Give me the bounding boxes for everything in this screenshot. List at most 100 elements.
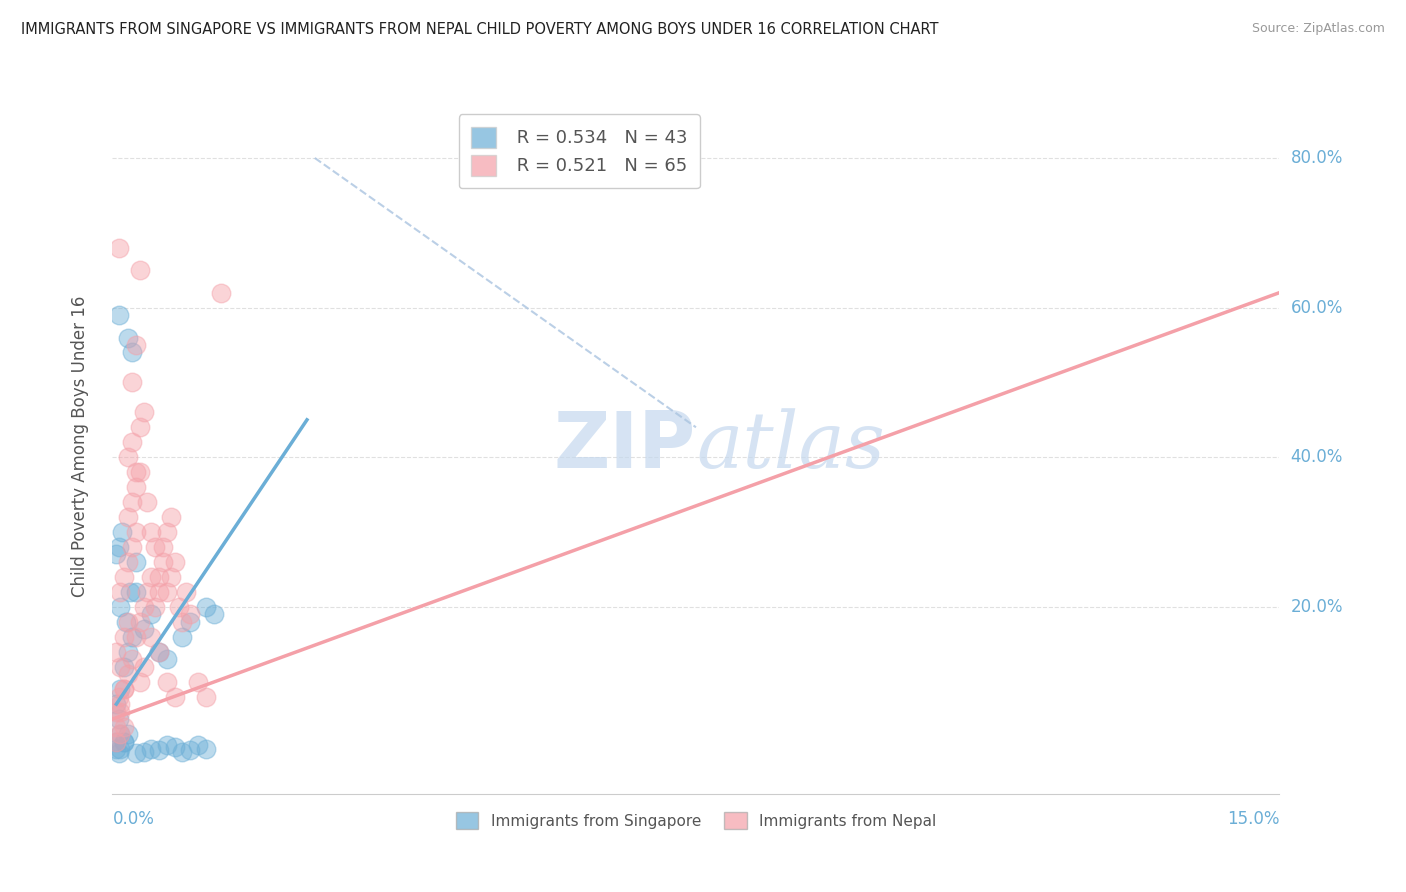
Point (209, 285, 232, 300)
Point (136, 495, 159, 509)
Point (132, 405, 155, 419)
Point (117, 450, 139, 465)
Point (156, 524, 179, 539)
Y-axis label: Child Poverty Among Boys Under 16: Child Poverty Among Boys Under 16 (70, 295, 89, 597)
Point (172, 615, 194, 629)
Point (121, 435, 143, 450)
Point (115, 615, 138, 629)
Point (110, 659, 132, 673)
Point (179, 607, 201, 622)
Text: 80.0%: 80.0% (1291, 149, 1343, 167)
Point (121, 495, 143, 509)
Point (156, 738, 179, 752)
Point (121, 652, 143, 666)
Point (112, 630, 135, 644)
Point (110, 727, 132, 741)
Point (141, 524, 163, 539)
Point (117, 555, 139, 569)
Point (132, 745, 155, 759)
Point (125, 465, 148, 479)
Point (125, 630, 148, 644)
Point (110, 727, 132, 741)
Text: 15.0%: 15.0% (1227, 811, 1279, 829)
Point (105, 548, 128, 562)
Point (194, 599, 217, 614)
Point (105, 720, 128, 734)
Point (136, 585, 159, 599)
Point (112, 734, 135, 748)
Point (105, 645, 128, 659)
Point (187, 738, 209, 752)
Point (117, 667, 139, 681)
Point (110, 742, 132, 756)
Point (202, 607, 225, 622)
Point (163, 690, 186, 704)
Point (105, 742, 128, 756)
Point (148, 645, 170, 659)
Point (117, 727, 139, 741)
Point (160, 570, 183, 584)
Text: atlas: atlas (696, 408, 884, 484)
Point (117, 615, 139, 629)
Point (107, 746, 129, 760)
Point (132, 659, 155, 673)
Point (112, 734, 135, 748)
Point (148, 645, 170, 659)
Point (143, 599, 166, 614)
Point (187, 674, 209, 689)
Text: IMMIGRANTS FROM SINGAPORE VS IMMIGRANTS FROM NEPAL CHILD POVERTY AMONG BOYS UNDE: IMMIGRANTS FROM SINGAPORE VS IMMIGRANTS … (21, 22, 939, 37)
Point (125, 746, 148, 760)
Point (117, 645, 139, 659)
Point (121, 376, 143, 390)
Point (125, 480, 148, 494)
Point (118, 585, 141, 599)
Point (105, 697, 128, 711)
Text: 20.0%: 20.0% (1291, 598, 1343, 615)
Point (105, 734, 128, 748)
Point (141, 630, 163, 644)
Point (160, 510, 183, 524)
Point (128, 465, 150, 479)
Point (143, 540, 166, 554)
Point (107, 241, 129, 255)
Point (107, 540, 129, 554)
Point (128, 263, 150, 277)
Point (121, 345, 143, 359)
Point (172, 630, 194, 644)
Point (121, 630, 143, 644)
Text: Source: ZipAtlas.com: Source: ZipAtlas.com (1251, 22, 1385, 36)
Point (128, 674, 150, 689)
Text: 60.0%: 60.0% (1291, 299, 1343, 317)
Point (179, 615, 201, 629)
Point (110, 705, 132, 719)
Point (128, 420, 150, 434)
Point (194, 742, 217, 756)
Point (167, 599, 190, 614)
Point (125, 555, 148, 569)
Point (156, 652, 179, 666)
Point (107, 712, 129, 726)
Point (110, 697, 132, 711)
Point (121, 540, 143, 554)
Point (141, 607, 163, 622)
Point (152, 555, 174, 569)
Point (148, 585, 170, 599)
Point (141, 742, 163, 756)
Point (125, 585, 148, 599)
Point (194, 690, 217, 704)
Point (112, 682, 135, 697)
Legend: Immigrants from Singapore, Immigrants from Nepal: Immigrants from Singapore, Immigrants fr… (450, 806, 942, 835)
Point (112, 720, 135, 734)
Point (107, 690, 129, 704)
Text: ZIP: ZIP (554, 408, 696, 484)
Point (110, 682, 132, 697)
Point (110, 599, 132, 614)
Point (156, 585, 179, 599)
Point (128, 615, 150, 629)
Point (107, 308, 129, 322)
Point (132, 622, 155, 636)
Point (172, 745, 194, 759)
Point (110, 585, 132, 599)
Point (117, 330, 139, 344)
Point (112, 659, 135, 673)
